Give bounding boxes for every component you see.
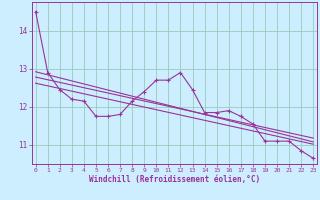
X-axis label: Windchill (Refroidissement éolien,°C): Windchill (Refroidissement éolien,°C) bbox=[89, 175, 260, 184]
